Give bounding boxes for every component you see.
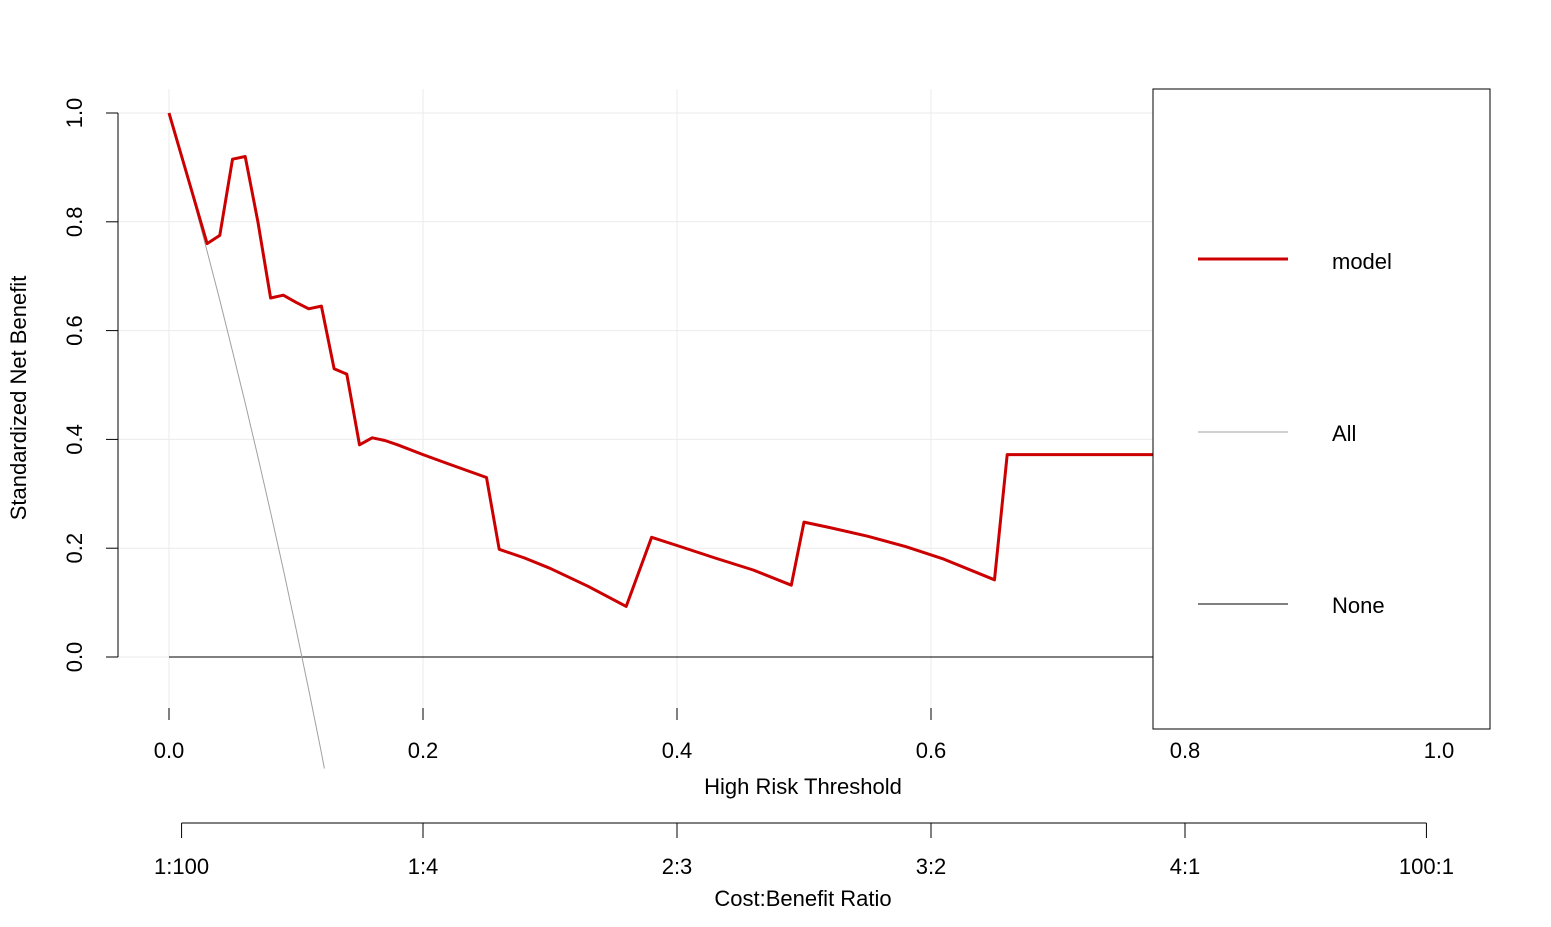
cost-benefit-tick-label-2: 2:3 bbox=[662, 854, 693, 879]
y-tick-label-1: 0.2 bbox=[62, 533, 87, 564]
cost-benefit-tick-label-0: 1:100 bbox=[154, 854, 209, 879]
cost-benefit-tick-label-3: 3:2 bbox=[916, 854, 947, 879]
legend-box bbox=[1152, 88, 1491, 730]
y-tick-label-2: 0.4 bbox=[62, 424, 87, 455]
legend: model All None bbox=[1152, 88, 1491, 730]
y-tick-label-0: 0.0 bbox=[62, 642, 87, 673]
x-axis: 0.0 0.2 0.4 0.6 0.8 1.0 bbox=[154, 708, 1455, 763]
series-line-all bbox=[168, 112, 325, 769]
cost-benefit-axis: 1:100 1:4 2:3 3:2 4:1 100:1 bbox=[154, 822, 1454, 879]
cost-benefit-tick-label-5: 100:1 bbox=[1399, 854, 1454, 879]
series-line-model bbox=[167, 112, 1160, 608]
x-tick-label-4: 0.8 bbox=[1170, 738, 1201, 763]
y-tick-label-4: 0.8 bbox=[62, 207, 87, 238]
x-tick-label-3: 0.6 bbox=[916, 738, 947, 763]
y-tick-label-5: 1.0 bbox=[62, 98, 87, 129]
y-tick-label-3: 0.6 bbox=[62, 315, 87, 346]
y-axis: 0.0 0.2 0.4 0.6 0.8 1.0 bbox=[62, 98, 119, 673]
cost-benefit-axis-title: Cost:Benefit Ratio bbox=[714, 886, 891, 911]
x-tick-label-2: 0.4 bbox=[662, 738, 693, 763]
series-layer bbox=[167, 112, 1160, 769]
x-tick-label-1: 0.2 bbox=[408, 738, 439, 763]
legend-label-none: None bbox=[1332, 593, 1385, 618]
legend-label-all: All bbox=[1332, 421, 1356, 446]
cost-benefit-tick-label-4: 4:1 bbox=[1170, 854, 1201, 879]
legend-label-model: model bbox=[1332, 249, 1392, 274]
x-tick-label-0: 0.0 bbox=[154, 738, 185, 763]
x-tick-label-5: 1.0 bbox=[1424, 738, 1455, 763]
x-axis-title: High Risk Threshold bbox=[704, 774, 902, 799]
cost-benefit-tick-label-1: 1:4 bbox=[408, 854, 439, 879]
y-axis-title: Standardized Net Benefit bbox=[6, 276, 31, 521]
